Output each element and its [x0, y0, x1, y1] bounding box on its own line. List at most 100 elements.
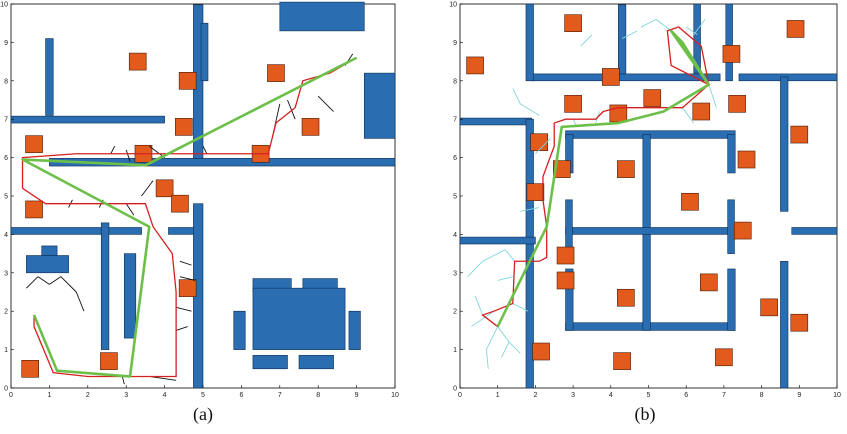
wall	[525, 3, 534, 82]
y-tick-label: 9	[4, 40, 8, 47]
y-tick-label: 5	[453, 194, 457, 201]
obstacle	[643, 89, 662, 107]
x-tick-label: 10	[391, 392, 399, 399]
tree-edge	[49, 276, 62, 285]
tree-edge	[60, 276, 77, 293]
x-tick-label: 4	[609, 392, 613, 399]
tree-edge	[485, 349, 489, 369]
obstacle	[564, 14, 582, 32]
wall	[725, 3, 733, 82]
obstacle	[692, 102, 711, 121]
obstacle	[100, 352, 118, 370]
wall	[123, 253, 137, 339]
x-tick-label: 1	[496, 392, 500, 399]
obstacle	[21, 359, 40, 378]
x-tick-label: 7	[722, 392, 726, 399]
tree-edge	[141, 180, 154, 197]
x-tick-label: 6	[684, 392, 688, 399]
tree-edge	[682, 107, 695, 124]
wall	[531, 73, 721, 82]
obstacle	[737, 150, 756, 169]
obstacle	[564, 95, 582, 113]
raw-path	[21, 57, 357, 378]
wall	[10, 115, 165, 124]
tree-edge	[580, 34, 593, 47]
tree-edge	[179, 260, 192, 266]
wall	[298, 355, 334, 370]
wall	[45, 38, 54, 116]
y-tick-label: 4	[453, 232, 457, 239]
tree-edge	[504, 249, 516, 262]
obstacle	[617, 288, 635, 307]
obstacle	[733, 221, 752, 240]
y-tick-label: 4	[4, 232, 8, 239]
x-tick-label: 10	[833, 392, 841, 399]
tree-edge	[176, 306, 192, 312]
caption-b: (b)	[634, 404, 656, 424]
y-tick-label: 3	[4, 270, 8, 277]
obstacle	[25, 200, 43, 219]
wall	[780, 260, 789, 389]
tree-edge	[125, 149, 131, 162]
wall	[252, 355, 288, 370]
obstacle	[617, 160, 635, 178]
obstacle	[760, 298, 778, 317]
wall	[10, 227, 142, 235]
y-tick-label: 5	[4, 194, 8, 201]
tree-edge	[501, 341, 510, 358]
wall	[252, 287, 346, 350]
smoothed-path	[496, 29, 711, 328]
x-tick-label: 4	[163, 392, 167, 399]
wall	[727, 268, 736, 331]
tree-edge	[520, 103, 540, 116]
y-tick-label: 3	[453, 270, 457, 277]
x-tick-label: 6	[239, 392, 243, 399]
wall	[279, 1, 365, 32]
tree-edge	[467, 260, 483, 277]
y-tick-label: 10	[449, 2, 457, 9]
obstacle	[178, 72, 197, 90]
y-tick-label: 2	[453, 309, 457, 316]
wall	[791, 227, 838, 235]
y-tick-label: 1	[4, 347, 8, 354]
obstacle	[178, 279, 197, 297]
y-tick-label: 9	[453, 40, 457, 47]
wall	[565, 268, 574, 331]
tree-edge	[693, 19, 706, 35]
obstacle	[790, 125, 809, 144]
tree-edge	[497, 326, 510, 343]
obstacle	[155, 179, 174, 198]
smoothed-path	[21, 56, 358, 378]
x-tick-label: 3	[571, 392, 575, 399]
obstacle	[556, 246, 575, 265]
wall	[363, 72, 396, 139]
obstacle	[722, 45, 741, 63]
x-tick-label: 2	[533, 392, 537, 399]
obstacle	[128, 52, 147, 71]
x-tick-label: 0	[458, 392, 462, 399]
wall	[565, 227, 736, 235]
obstacle	[526, 183, 545, 201]
wall	[233, 310, 246, 350]
tree-edge	[640, 18, 657, 28]
obstacle	[175, 118, 193, 136]
obstacle	[681, 192, 699, 211]
tree-edge	[474, 295, 484, 316]
map-b: 0 1 2 3 4 5 6 7 8 9 10 0 1 2 3 4 5 6 7 8 9 10	[449, 2, 841, 400]
panel-a: 0 1 2 3 4 5 6 7 8 9 10 0 1 2 3 4 5 6 7 8 9 10	[0, 0, 420, 405]
tree-edge	[179, 276, 196, 281]
obstacle	[532, 342, 550, 361]
tree-edge	[512, 88, 521, 105]
y-tick-label: 0	[453, 386, 457, 393]
wall	[26, 255, 69, 274]
obstacle	[700, 273, 718, 292]
x-tick-label: 9	[797, 392, 801, 399]
obstacle	[466, 56, 484, 75]
wall	[727, 134, 736, 174]
y-tick-label: 7	[453, 117, 457, 124]
obstacle	[613, 352, 631, 370]
tree-edge	[471, 310, 495, 327]
y-tick-label: 8	[453, 78, 457, 85]
obstacle	[171, 194, 189, 213]
obstacle	[715, 348, 733, 367]
